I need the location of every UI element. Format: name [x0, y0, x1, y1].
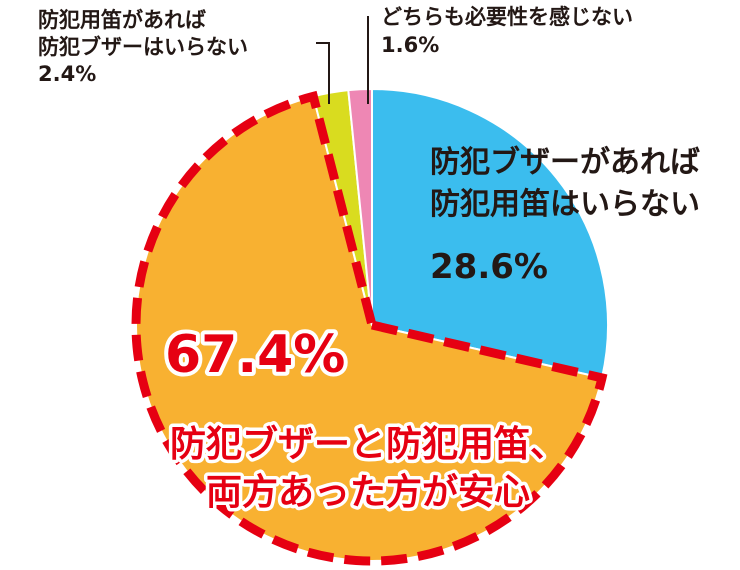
- buzzer-only-label-line1: 防犯ブザーがあれば: [430, 145, 700, 180]
- pie-slice-neither: [347, 87, 373, 326]
- both-value: 67.4%: [165, 325, 345, 385]
- whistle-only-value: 2.4%: [38, 62, 96, 86]
- leader-line-whistle-only: [316, 42, 330, 104]
- buzzer-only-label-line2: 防犯用笛はいらない: [430, 187, 700, 222]
- pie-slice-buzzer-only: [371, 87, 609, 380]
- buzzer-only-value: 28.6%: [430, 247, 548, 287]
- whistle-only-label-line2: 防犯ブザーはいらない: [38, 35, 248, 59]
- both-label-line1: 防犯ブザーと防犯用笛、: [170, 423, 566, 465]
- neither-label: どちらも必要性を感じない: [381, 5, 633, 29]
- neither-value: 1.6%: [381, 33, 439, 57]
- whistle-only-label-line1: 防犯用笛があれば: [38, 8, 206, 32]
- highlight-dashed-border: [131, 90, 608, 566]
- both-label-line2: 両方あった方が安心: [206, 472, 530, 513]
